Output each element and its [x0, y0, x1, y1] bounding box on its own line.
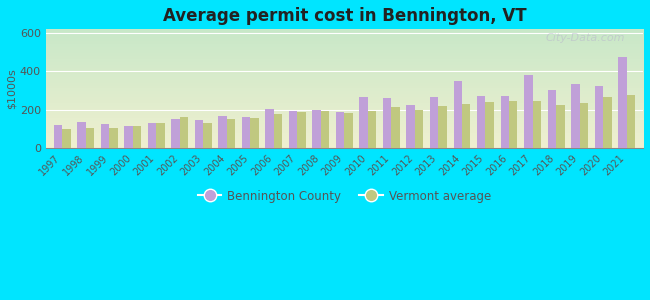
Bar [509, 101, 517, 148]
Bar [368, 111, 376, 148]
Bar [430, 97, 439, 148]
Bar [195, 120, 203, 148]
Bar [627, 95, 635, 148]
Bar [383, 98, 391, 148]
Bar [524, 75, 532, 148]
Bar [532, 101, 541, 148]
Bar [580, 103, 588, 148]
Bar [359, 97, 368, 148]
Bar [344, 112, 353, 148]
Bar [603, 97, 612, 148]
Bar [618, 57, 627, 148]
Bar [180, 117, 188, 148]
Bar [454, 81, 462, 148]
Bar [439, 106, 447, 148]
Bar [54, 125, 62, 148]
Legend: Bennington County, Vermont average: Bennington County, Vermont average [193, 185, 495, 207]
Bar [462, 104, 471, 148]
Bar [289, 111, 297, 148]
Bar [172, 119, 180, 148]
Bar [321, 111, 330, 148]
Bar [62, 129, 71, 148]
Bar [406, 105, 415, 148]
Bar [477, 96, 486, 148]
Bar [203, 123, 212, 148]
Bar [336, 112, 344, 148]
Bar [227, 119, 235, 148]
Bar [486, 102, 494, 148]
Bar [250, 118, 259, 148]
Bar [101, 124, 109, 148]
Bar [556, 105, 564, 148]
Bar [86, 128, 94, 148]
Bar [77, 122, 86, 148]
Title: Average permit cost in Bennington, VT: Average permit cost in Bennington, VT [162, 7, 526, 25]
Bar [218, 116, 227, 148]
Bar [415, 110, 423, 148]
Bar [500, 96, 509, 148]
Bar [297, 112, 306, 148]
Bar [156, 123, 164, 148]
Bar [265, 109, 274, 148]
Y-axis label: $1000s: $1000s [7, 68, 17, 109]
Bar [124, 126, 133, 148]
Bar [274, 114, 282, 148]
Bar [595, 86, 603, 148]
Bar [148, 123, 156, 148]
Text: City-Data.com: City-Data.com [545, 33, 625, 43]
Bar [313, 110, 321, 148]
Bar [242, 117, 250, 148]
Bar [571, 84, 580, 148]
Bar [547, 89, 556, 148]
Bar [391, 107, 400, 148]
Bar [109, 128, 118, 148]
Bar [133, 126, 141, 148]
